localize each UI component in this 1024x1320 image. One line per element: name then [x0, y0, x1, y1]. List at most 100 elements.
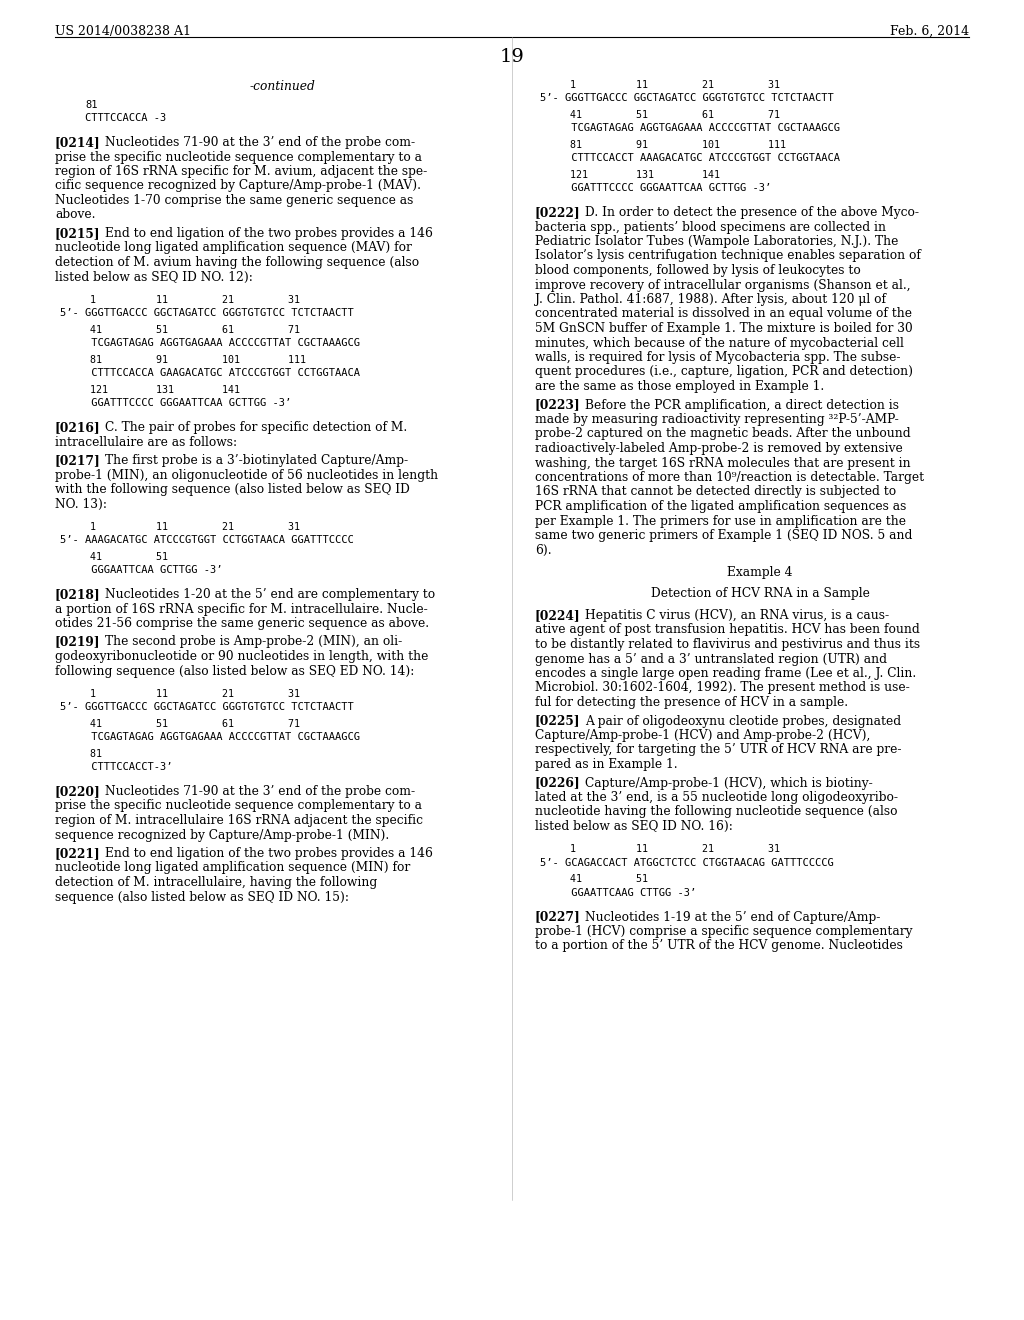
Text: encodes a single large open reading frame (Lee et al., J. Clin.: encodes a single large open reading fram… — [535, 667, 916, 680]
Text: J. Clin. Pathol. 41:687, 1988). After lysis, about 120 μl of: J. Clin. Pathol. 41:687, 1988). After ly… — [535, 293, 886, 306]
Text: detection of M. intracellulaire, having the following: detection of M. intracellulaire, having … — [55, 876, 377, 888]
Text: to be distantly related to flavivirus and pestivirus and thus its: to be distantly related to flavivirus an… — [535, 638, 921, 651]
Text: prise the specific nucleotide sequence complementary to a: prise the specific nucleotide sequence c… — [55, 800, 422, 813]
Text: 19: 19 — [500, 48, 524, 66]
Text: GGGAATTCAA GCTTGG -3’: GGGAATTCAA GCTTGG -3’ — [60, 565, 222, 576]
Text: radioactively-labeled Amp-probe-2 is removed by extensive: radioactively-labeled Amp-probe-2 is rem… — [535, 442, 903, 455]
Text: 1          11         21         31: 1 11 21 31 — [60, 521, 300, 532]
Text: probe-2 captured on the magnetic beads. After the unbound: probe-2 captured on the magnetic beads. … — [535, 428, 910, 441]
Text: CTTTCCACCA GAAGACATGC ATCCCGTGGT CCTGGTAACA: CTTTCCACCA GAAGACATGC ATCCCGTGGT CCTGGTA… — [60, 368, 360, 378]
Text: concentrated material is dissolved in an equal volume of the: concentrated material is dissolved in an… — [535, 308, 912, 321]
Text: 81: 81 — [60, 748, 102, 759]
Text: US 2014/0038238 A1: US 2014/0038238 A1 — [55, 25, 191, 38]
Text: 1          11         21         31: 1 11 21 31 — [540, 845, 780, 854]
Text: [0224]: [0224] — [535, 609, 581, 622]
Text: 121        131        141: 121 131 141 — [60, 385, 240, 395]
Text: pared as in Example 1.: pared as in Example 1. — [535, 758, 678, 771]
Text: Detection of HCV RNA in a Sample: Detection of HCV RNA in a Sample — [650, 586, 869, 599]
Text: NO. 13):: NO. 13): — [55, 498, 106, 511]
Text: intracellulaire are as follows:: intracellulaire are as follows: — [55, 436, 238, 449]
Text: 1          11         21         31: 1 11 21 31 — [540, 81, 780, 90]
Text: 1          11         21         31: 1 11 21 31 — [60, 294, 300, 305]
Text: GGATTTCCCC GGGAATTCAA GCTTGG -3’: GGATTTCCCC GGGAATTCAA GCTTGG -3’ — [60, 399, 291, 408]
Text: to a portion of the 5’ UTR of the HCV genome. Nucleotides: to a portion of the 5’ UTR of the HCV ge… — [535, 940, 903, 953]
Text: [0227]: [0227] — [535, 911, 581, 924]
Text: 41         51: 41 51 — [540, 874, 648, 884]
Text: Pediatric Isolator Tubes (Wampole Laboratories, N.J.). The: Pediatric Isolator Tubes (Wampole Labora… — [535, 235, 898, 248]
Text: CTTTCCACCT AAAGACATGC ATCCCGTGGT CCTGGTAACA: CTTTCCACCT AAAGACATGC ATCCCGTGGT CCTGGTA… — [540, 153, 840, 162]
Text: bacteria spp., patients’ blood specimens are collected in: bacteria spp., patients’ blood specimens… — [535, 220, 886, 234]
Text: C. The pair of probes for specific detection of M.: C. The pair of probes for specific detec… — [105, 421, 408, 434]
Text: are the same as those employed in Example 1.: are the same as those employed in Exampl… — [535, 380, 824, 393]
Text: probe-1 (MIN), an oligonucleotide of 56 nucleotides in length: probe-1 (MIN), an oligonucleotide of 56 … — [55, 469, 438, 482]
Text: 5’- GGGTTGACCC GGCTAGATCC GGGTGTGTCC TCTCTAACTT: 5’- GGGTTGACCC GGCTAGATCC GGGTGTGTCC TCT… — [60, 308, 353, 318]
Text: Isolator’s lysis centrifugation technique enables separation of: Isolator’s lysis centrifugation techniqu… — [535, 249, 921, 263]
Text: TCGAGTAGAG AGGTGAGAAA ACCCCGTTAT CGCTAAAGCG: TCGAGTAGAG AGGTGAGAAA ACCCCGTTAT CGCTAAA… — [60, 338, 360, 348]
Text: Nucleotides 1-70 comprise the same generic sequence as: Nucleotides 1-70 comprise the same gener… — [55, 194, 414, 207]
Text: 41         51         61         71: 41 51 61 71 — [60, 325, 300, 335]
Text: [0219]: [0219] — [55, 635, 100, 648]
Text: Before the PCR amplification, a direct detection is: Before the PCR amplification, a direct d… — [585, 399, 899, 412]
Text: walls, is required for lysis of Mycobacteria spp. The subse-: walls, is required for lysis of Mycobact… — [535, 351, 900, 364]
Text: 81         91         101        111: 81 91 101 111 — [540, 140, 786, 150]
Text: Example 4: Example 4 — [727, 566, 793, 579]
Text: 81         91         101        111: 81 91 101 111 — [60, 355, 306, 366]
Text: quent procedures (i.e., capture, ligation, PCR and detection): quent procedures (i.e., capture, ligatio… — [535, 366, 913, 379]
Text: [0218]: [0218] — [55, 587, 100, 601]
Text: region of 16S rRNA specific for M. avium, adjacent the spe-: region of 16S rRNA specific for M. avium… — [55, 165, 427, 178]
Text: 41         51: 41 51 — [60, 552, 168, 562]
Text: region of M. intracellulaire 16S rRNA adjacent the specific: region of M. intracellulaire 16S rRNA ad… — [55, 814, 423, 828]
Text: [0217]: [0217] — [55, 454, 100, 467]
Text: prise the specific nucleotide sequence complementary to a: prise the specific nucleotide sequence c… — [55, 150, 422, 164]
Text: 41         51         61         71: 41 51 61 71 — [60, 719, 300, 729]
Text: [0222]: [0222] — [535, 206, 581, 219]
Text: [0223]: [0223] — [535, 399, 581, 412]
Text: above.: above. — [55, 209, 95, 222]
Text: Feb. 6, 2014: Feb. 6, 2014 — [890, 25, 969, 38]
Text: Microbiol. 30:1602-1604, 1992). The present method is use-: Microbiol. 30:1602-1604, 1992). The pres… — [535, 681, 909, 694]
Text: GGATTTCCCC GGGAATTCAA GCTTGG -3’: GGATTTCCCC GGGAATTCAA GCTTGG -3’ — [540, 183, 771, 193]
Text: CTTTCCACCA -3: CTTTCCACCA -3 — [85, 114, 166, 123]
Text: same two generic primers of Example 1 (SEQ ID NOS. 5 and: same two generic primers of Example 1 (S… — [535, 529, 912, 543]
Text: 41         51         61         71: 41 51 61 71 — [540, 110, 780, 120]
Text: detection of M. avium having the following sequence (also: detection of M. avium having the followi… — [55, 256, 419, 269]
Text: nucleotide long ligated amplification sequence (MIN) for: nucleotide long ligated amplification se… — [55, 862, 411, 874]
Text: ful for detecting the presence of HCV in a sample.: ful for detecting the presence of HCV in… — [535, 696, 848, 709]
Text: with the following sequence (also listed below as SEQ ID: with the following sequence (also listed… — [55, 483, 410, 496]
Text: 5’- GGGTTGACCC GGCTAGATCC GGGTGTGTCC TCTCTAACTT: 5’- GGGTTGACCC GGCTAGATCC GGGTGTGTCC TCT… — [540, 92, 834, 103]
Text: washing, the target 16S rRNA molecules that are present in: washing, the target 16S rRNA molecules t… — [535, 457, 910, 470]
Text: concentrations of more than 10⁹/reaction is detectable. Target: concentrations of more than 10⁹/reaction… — [535, 471, 924, 484]
Text: [0216]: [0216] — [55, 421, 100, 434]
Text: [0221]: [0221] — [55, 847, 100, 861]
Text: Nucleotides 71-90 at the 3’ end of the probe com-: Nucleotides 71-90 at the 3’ end of the p… — [105, 136, 415, 149]
Text: 1          11         21         31: 1 11 21 31 — [60, 689, 300, 700]
Text: cific sequence recognized by Capture/Amp-probe-1 (MAV).: cific sequence recognized by Capture/Amp… — [55, 180, 421, 193]
Text: 121        131        141: 121 131 141 — [540, 170, 720, 180]
Text: [0226]: [0226] — [535, 776, 581, 789]
Text: CTTTCCACCT-3’: CTTTCCACCT-3’ — [60, 762, 172, 772]
Text: nucleotide having the following nucleotide sequence (also: nucleotide having the following nucleoti… — [535, 805, 897, 818]
Text: Hepatitis C virus (HCV), an RNA virus, is a caus-: Hepatitis C virus (HCV), an RNA virus, i… — [585, 609, 889, 622]
Text: [0214]: [0214] — [55, 136, 100, 149]
Text: sequence (also listed below as SEQ ID NO. 15):: sequence (also listed below as SEQ ID NO… — [55, 891, 349, 903]
Text: End to end ligation of the two probes provides a 146: End to end ligation of the two probes pr… — [105, 847, 433, 861]
Text: probe-1 (HCV) comprise a specific sequence complementary: probe-1 (HCV) comprise a specific sequen… — [535, 925, 912, 939]
Text: ative agent of post transfusion hepatitis. HCV has been found: ative agent of post transfusion hepatiti… — [535, 623, 920, 636]
Text: -continued: -continued — [250, 81, 315, 92]
Text: godeoxyribonucleotide or 90 nucleotides in length, with the: godeoxyribonucleotide or 90 nucleotides … — [55, 649, 428, 663]
Text: 5’- AAAGACATGC ATCCCGTGGT CCTGGTAACA GGATTTCCCC: 5’- AAAGACATGC ATCCCGTGGT CCTGGTAACA GGA… — [60, 535, 353, 545]
Text: 5’- GGGTTGACCC GGCTAGATCC GGGTGTGTCC TCTCTAACTT: 5’- GGGTTGACCC GGCTAGATCC GGGTGTGTCC TCT… — [60, 702, 353, 711]
Text: a portion of 16S rRNA specific for M. intracellulaire. Nucle-: a portion of 16S rRNA specific for M. in… — [55, 602, 428, 615]
Text: 16S rRNA that cannot be detected directly is subjected to: 16S rRNA that cannot be detected directl… — [535, 486, 896, 499]
Text: minutes, which because of the nature of mycobacterial cell: minutes, which because of the nature of … — [535, 337, 904, 350]
Text: listed below as SEQ ID NO. 16):: listed below as SEQ ID NO. 16): — [535, 820, 733, 833]
Text: GGAATTCAAG CTTGG -3’: GGAATTCAAG CTTGG -3’ — [540, 887, 696, 898]
Text: otides 21-56 comprise the same generic sequence as above.: otides 21-56 comprise the same generic s… — [55, 616, 429, 630]
Text: blood components, followed by lysis of leukocytes to: blood components, followed by lysis of l… — [535, 264, 861, 277]
Text: 5’- GCAGACCACT ATGGCTCTCC CTGGTAACAG GATTTCCCCG: 5’- GCAGACCACT ATGGCTCTCC CTGGTAACAG GAT… — [540, 858, 834, 867]
Text: TCGAGTAGAG AGGTGAGAAA ACCCCGTTAT CGCTAAAGCG: TCGAGTAGAG AGGTGAGAAA ACCCCGTTAT CGCTAAA… — [60, 733, 360, 742]
Text: The second probe is Amp-probe-2 (MIN), an oli-: The second probe is Amp-probe-2 (MIN), a… — [105, 635, 402, 648]
Text: 81: 81 — [85, 100, 97, 110]
Text: [0215]: [0215] — [55, 227, 100, 240]
Text: respectively, for targeting the 5’ UTR of HCV RNA are pre-: respectively, for targeting the 5’ UTR o… — [535, 743, 901, 756]
